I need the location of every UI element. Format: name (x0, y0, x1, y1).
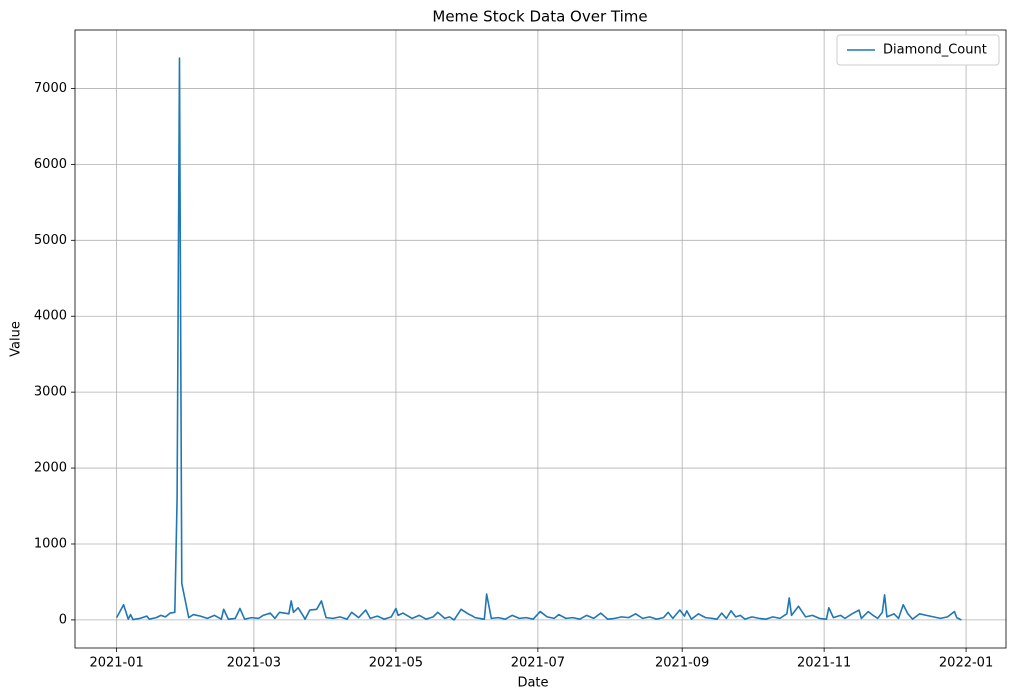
legend-label: Diamond_Count (883, 43, 987, 58)
x-tick-label: 2021-05 (369, 656, 423, 671)
y-tick-label: 0 (59, 612, 67, 627)
x-tick-label: 2021-09 (655, 656, 709, 671)
y-tick-label: 1000 (34, 536, 67, 551)
x-tick-label: 2021-07 (511, 656, 565, 671)
x-tick-label: 2021-11 (797, 656, 851, 671)
y-tick-label: 4000 (34, 309, 67, 324)
y-tick-label: 6000 (34, 157, 67, 172)
y-tick-label: 5000 (34, 233, 67, 248)
line-series (115, 57, 962, 621)
y-axis-label: Value (9, 321, 24, 357)
plot-frame (74, 29, 1007, 649)
x-tick-label: 2022-01 (939, 656, 993, 671)
legend-box (836, 34, 1000, 66)
chart-title: Meme Stock Data Over Time (432, 8, 647, 26)
y-tick-label: 3000 (34, 385, 67, 400)
x-tick-label: 2021-01 (89, 656, 143, 671)
y-tick-label: 7000 (34, 81, 67, 96)
x-axis-label: Date (517, 676, 548, 691)
x-tick-label: 2021-03 (227, 656, 281, 671)
y-tick-label: 2000 (34, 461, 67, 476)
